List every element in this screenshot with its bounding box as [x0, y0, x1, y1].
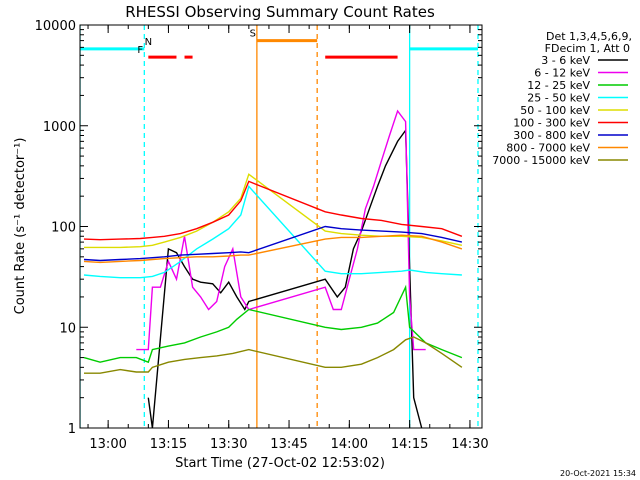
legend-label-3: 25 - 50 keV — [527, 92, 590, 105]
legend-label-4: 50 - 100 keV — [520, 104, 590, 117]
series-line-1 — [136, 109, 426, 351]
flag-label-F: F — [137, 45, 143, 56]
legend-header-1: Det 1,3,4,5,6,9, — [546, 30, 632, 43]
x-tick-label-1: 13:15 — [150, 437, 187, 452]
x-tick-label-6: 14:30 — [451, 437, 488, 452]
series-line-3 — [83, 184, 462, 279]
x-tick-label-4: 14:00 — [331, 437, 368, 452]
legend-header-2: FDecim 1, Att 0 — [545, 42, 630, 55]
y-tick-label-2: 100 — [51, 221, 76, 236]
legend-label-0: 3 - 6 keV — [541, 54, 590, 67]
x-tick-label-0: 13:00 — [89, 437, 126, 452]
legend-label-7: 800 - 7000 keV — [506, 142, 590, 155]
y-tick-label-1: 10 — [59, 321, 76, 336]
y-axis-label: Count Rate (s⁻¹ detector⁻¹) — [13, 138, 28, 315]
series-line-5 — [83, 180, 463, 241]
flag-label-N: N — [145, 37, 152, 48]
footer-timestamp: 20-Oct-2021 15:34 — [560, 469, 636, 478]
series-line-0 — [147, 128, 423, 428]
x-tick-label-5: 14:15 — [391, 437, 428, 452]
legend-label-6: 300 - 800 keV — [513, 129, 590, 142]
series-line-8 — [84, 336, 463, 374]
series-line-2 — [83, 284, 463, 364]
legend: Det 1,3,4,5,6,9, FDecim 1, Att 0 3 - 6 k… — [492, 30, 632, 167]
y-tick-label-4: 10000 — [35, 19, 76, 34]
series-line-4 — [84, 173, 463, 249]
flag-label-S: S — [250, 29, 256, 40]
legend-label-2: 12 - 25 keV — [527, 79, 590, 92]
chart-title: RHESSI Observing Summary Count Rates — [125, 3, 435, 21]
x-axis-label: Start Time (27-Oct-02 12:53:02) — [175, 456, 385, 471]
y-tick-label-3: 1000 — [43, 120, 76, 135]
series-line-7 — [83, 234, 463, 264]
legend-label-1: 6 - 12 keV — [534, 67, 590, 80]
x-tick-label-2: 13:30 — [210, 437, 247, 452]
x-tick-label-3: 13:45 — [270, 437, 307, 452]
series-line-6 — [83, 225, 463, 262]
legend-label-5: 100 - 300 keV — [513, 117, 590, 130]
legend-label-8: 7000 - 15000 keV — [492, 154, 590, 167]
y-tick-label-0: 1 — [68, 422, 76, 437]
